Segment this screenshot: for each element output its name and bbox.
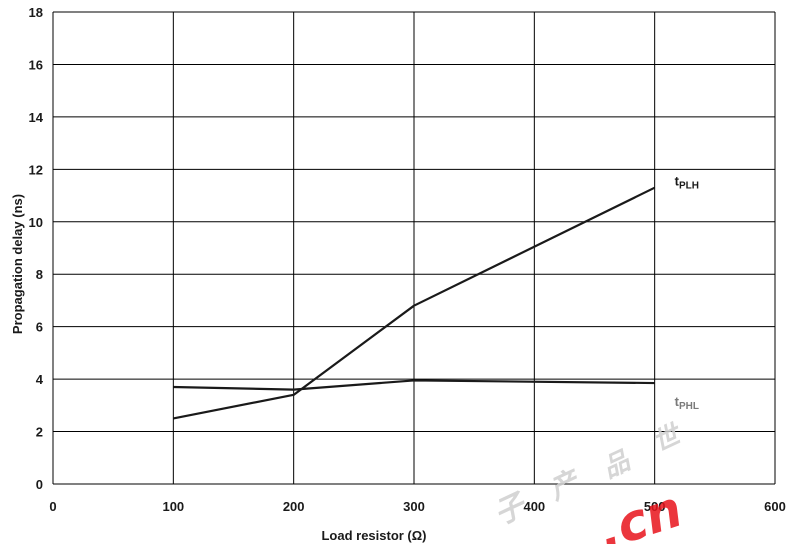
y-tick-label: 14 <box>29 110 44 125</box>
grid <box>52 11 776 485</box>
series-label-tPHL: tPHL <box>675 394 699 412</box>
x-tick-label: 200 <box>283 499 305 514</box>
watermark-text: .cn <box>591 480 689 544</box>
series-lines <box>173 186 656 420</box>
series-labels: tPLH tPHL <box>675 174 699 412</box>
watermark: 子 产 品 世 .cn <box>489 418 690 544</box>
y-tick-label: 8 <box>36 267 43 282</box>
y-tick-label: 18 <box>29 5 43 20</box>
y-tick-label: 6 <box>36 320 43 335</box>
y-tick-label: 2 <box>36 425 43 440</box>
y-tick-label: 12 <box>29 162 43 177</box>
x-tick-label: 100 <box>162 499 184 514</box>
x-tick-label: 0 <box>49 499 56 514</box>
series-line-tPHL <box>173 379 655 391</box>
y-tick-label: 0 <box>36 477 43 492</box>
y-axis-title: Propagation delay (ns) <box>10 194 25 334</box>
x-tick-labels: 0 100 200 300 400 500 600 <box>49 499 785 514</box>
y-tick-labels: 0 2 4 6 8 10 12 14 16 18 <box>29 5 44 492</box>
x-tick-label: 600 <box>764 499 786 514</box>
series-line-tPLH <box>173 186 656 420</box>
x-tick-label: 400 <box>523 499 545 514</box>
series-label-tPLH: tPLH <box>675 174 699 192</box>
x-axis-title: Load resistor (Ω) <box>321 528 426 543</box>
y-tick-label: 16 <box>29 57 43 72</box>
svg-text:品: 品 <box>598 446 635 485</box>
x-tick-label: 300 <box>403 499 425 514</box>
y-tick-label: 10 <box>29 215 43 230</box>
y-tick-label: 4 <box>36 372 44 387</box>
x-tick-label: 500 <box>644 499 666 514</box>
svg-text:产: 产 <box>543 463 586 506</box>
